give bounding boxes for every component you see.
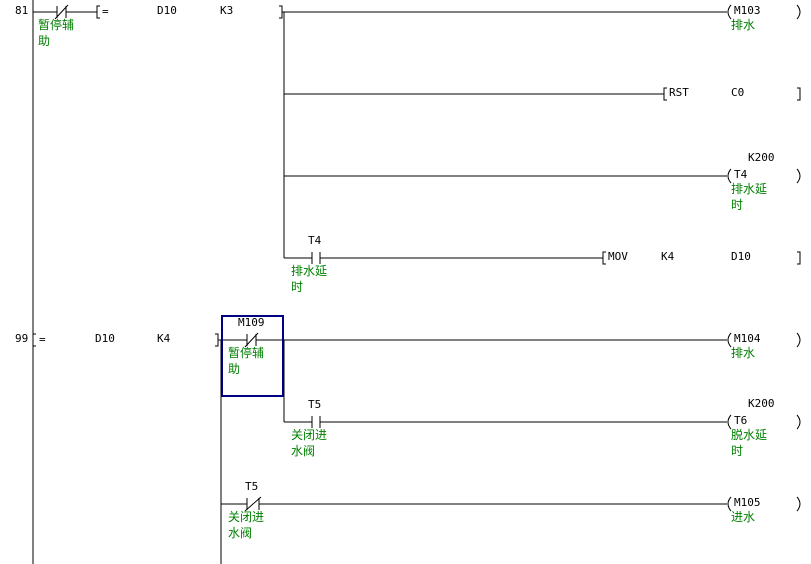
- contact-slash: [54, 4, 69, 20]
- contact-device: T4: [308, 234, 322, 247]
- coil: [727, 414, 732, 430]
- bracket: [602, 251, 606, 265]
- device-comment: 排水延时: [291, 264, 328, 294]
- coil: [727, 332, 732, 348]
- device-comment: 关闭进水阀: [228, 510, 265, 540]
- device-comment: 暂停辅助: [38, 18, 75, 48]
- coil: [796, 414, 801, 430]
- setting: K200: [748, 151, 775, 164]
- bracket: [96, 5, 100, 19]
- coil-device: T4: [734, 168, 748, 181]
- operand: K3: [220, 4, 234, 17]
- coil-device: M103: [734, 4, 761, 17]
- contact-device: T5: [308, 398, 322, 411]
- coil: [727, 168, 732, 184]
- bracket: [279, 5, 283, 19]
- coil: [796, 168, 801, 184]
- compare-op: =: [39, 333, 46, 346]
- contact-device: T5: [245, 480, 259, 493]
- operand: K4: [661, 250, 675, 263]
- bracket: [663, 87, 667, 101]
- operand: C0: [731, 86, 745, 99]
- contact-slash: [244, 332, 259, 348]
- setting: K200: [748, 397, 775, 410]
- instruction: RST: [669, 86, 689, 99]
- bracket: [32, 333, 36, 347]
- device-comment: 暂停辅助: [228, 346, 265, 376]
- operand: K4: [157, 332, 171, 345]
- cursor: [221, 315, 284, 397]
- device-comment: 进水: [731, 510, 756, 524]
- coil: [796, 332, 801, 348]
- operand: D10: [95, 332, 115, 345]
- bracket: [797, 251, 801, 265]
- step-number: 99: [15, 332, 29, 345]
- contact-device: M109: [238, 316, 265, 329]
- device-comment: 脱水延时: [731, 428, 768, 458]
- bracket: [797, 87, 801, 101]
- device-comment: 排水延时: [731, 182, 768, 212]
- device-comment: 排水: [731, 346, 756, 360]
- operand: D10: [157, 4, 177, 17]
- coil: [796, 4, 801, 20]
- contact-slash: [244, 496, 262, 512]
- step-number: 81: [15, 4, 29, 17]
- operand: D10: [731, 250, 751, 263]
- device-comment: 关闭进水阀: [291, 428, 328, 458]
- bracket: [215, 333, 219, 347]
- coil: [727, 4, 732, 20]
- compare-op: =: [102, 5, 109, 18]
- instruction: MOV: [608, 250, 628, 263]
- coil: [796, 496, 801, 512]
- coil-device: T6: [734, 414, 748, 427]
- coil: [727, 496, 732, 512]
- coil-device: M104: [734, 332, 761, 345]
- coil-device: M105: [734, 496, 761, 509]
- device-comment: 排水: [731, 18, 756, 32]
